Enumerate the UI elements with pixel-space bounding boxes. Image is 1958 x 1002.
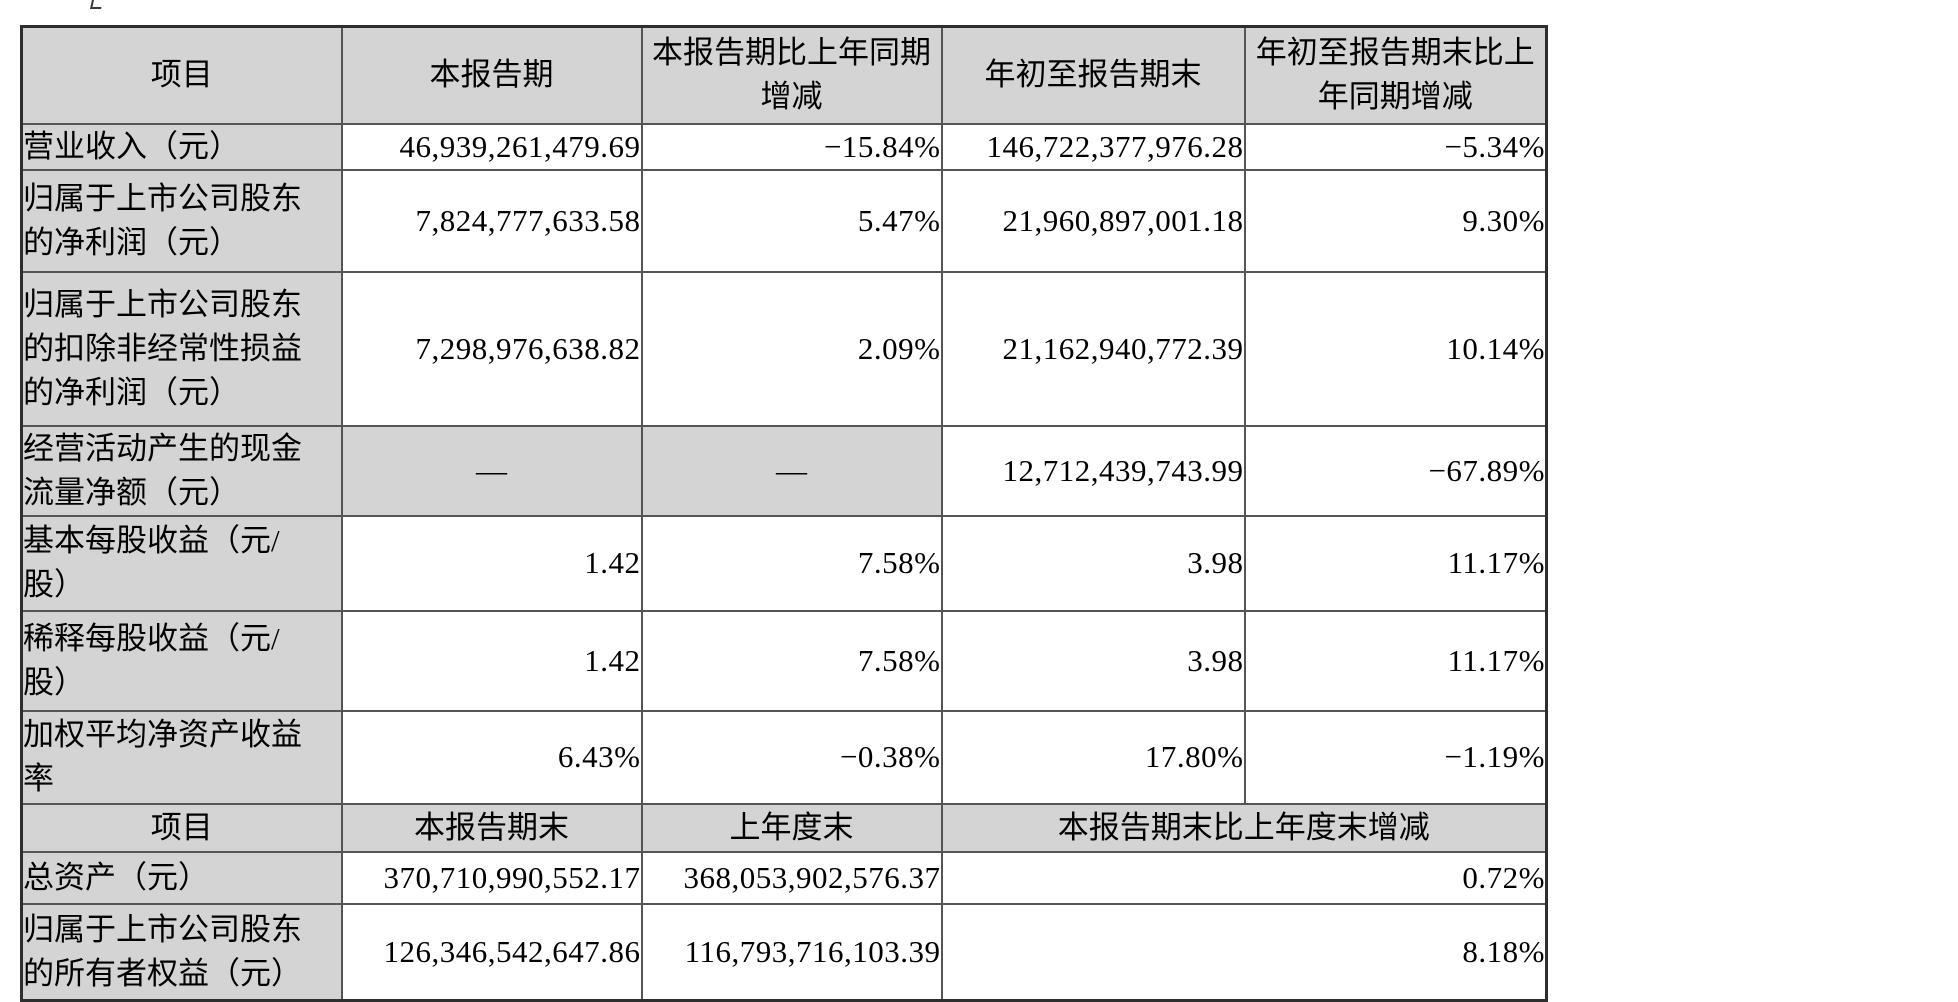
row-label: 经营活动产生的现金 流量净额（元）: [20, 424, 343, 517]
table-row-weighted-avg-roe: 加权平均净资产收益 率 6.43% −0.38% 17.80% −1.19%: [20, 709, 1548, 805]
cell-current-yoy: 2.09%: [640, 270, 943, 427]
cell-current-yoy: −15.84%: [640, 122, 943, 171]
cell-ytd-yoy: −5.34%: [1243, 122, 1548, 171]
header-prev-year-end: 上年度末: [640, 802, 943, 853]
cell-ytd: 3.98: [940, 609, 1246, 712]
table-row-operating-cash-flow: 经营活动产生的现金 流量净额（元） — — 12,712,439,743.99 …: [20, 424, 1548, 517]
cell-ytd-yoy: 11.17%: [1243, 609, 1548, 712]
cell-current-period: 1.42: [340, 609, 643, 712]
header-period-end: 本报告期末: [340, 802, 643, 853]
header-item: 项目: [20, 25, 343, 125]
row-label: 总资产（元）: [20, 850, 343, 905]
page-edge-artifact: [90, 0, 103, 9]
row-label: 归属于上市公司股东 的扣除非经常性损益 的净利润（元）: [20, 270, 343, 427]
cell-change: 8.18%: [940, 902, 1548, 1002]
row-label: 稀释每股收益（元/ 股）: [20, 609, 343, 712]
cell-ytd: 21,162,940,772.39: [940, 270, 1246, 427]
table-row-net-profit: 归属于上市公司股东 的净利润（元） 7,824,777,633.58 5.47%…: [20, 168, 1548, 273]
cell-ytd-yoy: −67.89%: [1243, 424, 1548, 517]
cell-current-yoy: 7.58%: [640, 609, 943, 712]
table-row-diluted-eps: 稀释每股收益（元/ 股） 1.42 7.58% 3.98 11.17%: [20, 609, 1548, 712]
header-current-period-yoy: 本报告期比上年同期 增减: [640, 25, 943, 125]
cell-current-period: 46,939,261,479.69: [340, 122, 643, 171]
cell-current-period-dash: —: [340, 424, 643, 517]
cell-current-period: 6.43%: [340, 709, 643, 805]
cell-ytd-yoy: 9.30%: [1243, 168, 1548, 273]
header-ytd-yoy: 年初至报告期末比上 年同期增减: [1243, 25, 1548, 125]
row-label: 归属于上市公司股东 的净利润（元）: [20, 168, 343, 273]
table-header-row-2: 项目 本报告期末 上年度末 本报告期末比上年度末增减: [20, 802, 1548, 853]
table-row-total-assets: 总资产（元） 370,710,990,552.17 368,053,902,57…: [20, 850, 1548, 905]
header-current-period: 本报告期: [340, 25, 643, 125]
cell-ytd-yoy: 11.17%: [1243, 514, 1548, 612]
header-item-2: 项目: [20, 802, 343, 853]
table-row-owners-equity: 归属于上市公司股东 的所有者权益（元） 126,346,542,647.86 1…: [20, 902, 1548, 1002]
row-label: 加权平均净资产收益 率: [20, 709, 343, 805]
cell-current-period: 7,824,777,633.58: [340, 168, 643, 273]
cell-ytd: 3.98: [940, 514, 1246, 612]
cell-ytd-yoy: 10.14%: [1243, 270, 1548, 427]
row-label: 营业收入（元）: [20, 122, 343, 171]
table-row-net-profit-excl-nonrecurring: 归属于上市公司股东 的扣除非经常性损益 的净利润（元） 7,298,976,63…: [20, 270, 1548, 427]
table-row-basic-eps: 基本每股收益（元/ 股） 1.42 7.58% 3.98 11.17%: [20, 514, 1548, 612]
header-ytd: 年初至报告期末: [940, 25, 1246, 125]
cell-prev-year-end: 368,053,902,576.37: [640, 850, 943, 905]
cell-current-period: 7,298,976,638.82: [340, 270, 643, 427]
cell-change: 0.72%: [940, 850, 1548, 905]
table-row-operating-revenue: 营业收入（元） 46,939,261,479.69 −15.84% 146,72…: [20, 122, 1548, 171]
cell-ytd: 21,960,897,001.18: [940, 168, 1246, 273]
cell-current-period: 1.42: [340, 514, 643, 612]
header-change-vs-prev-year-end: 本报告期末比上年度末增减: [940, 802, 1548, 853]
cell-period-end: 370,710,990,552.17: [340, 850, 643, 905]
cell-current-yoy-dash: —: [640, 424, 943, 517]
cell-prev-year-end: 116,793,716,103.39: [640, 902, 943, 1002]
cell-period-end: 126,346,542,647.86: [340, 902, 643, 1002]
cell-current-yoy: 5.47%: [640, 168, 943, 273]
cell-ytd: 17.80%: [940, 709, 1246, 805]
row-label: 归属于上市公司股东 的所有者权益（元）: [20, 902, 343, 1002]
cell-current-yoy: −0.38%: [640, 709, 943, 805]
table-header-row-1: 项目 本报告期 本报告期比上年同期 增减 年初至报告期末 年初至报告期末比上 年…: [20, 25, 1548, 125]
financial-summary-table: 项目 本报告期 本报告期比上年同期 增减 年初至报告期末 年初至报告期末比上 年…: [20, 25, 1548, 1002]
cell-ytd: 12,712,439,743.99: [940, 424, 1246, 517]
cell-current-yoy: 7.58%: [640, 514, 943, 612]
cell-ytd-yoy: −1.19%: [1243, 709, 1548, 805]
row-label: 基本每股收益（元/ 股）: [20, 514, 343, 612]
cell-ytd: 146,722,377,976.28: [940, 122, 1246, 171]
